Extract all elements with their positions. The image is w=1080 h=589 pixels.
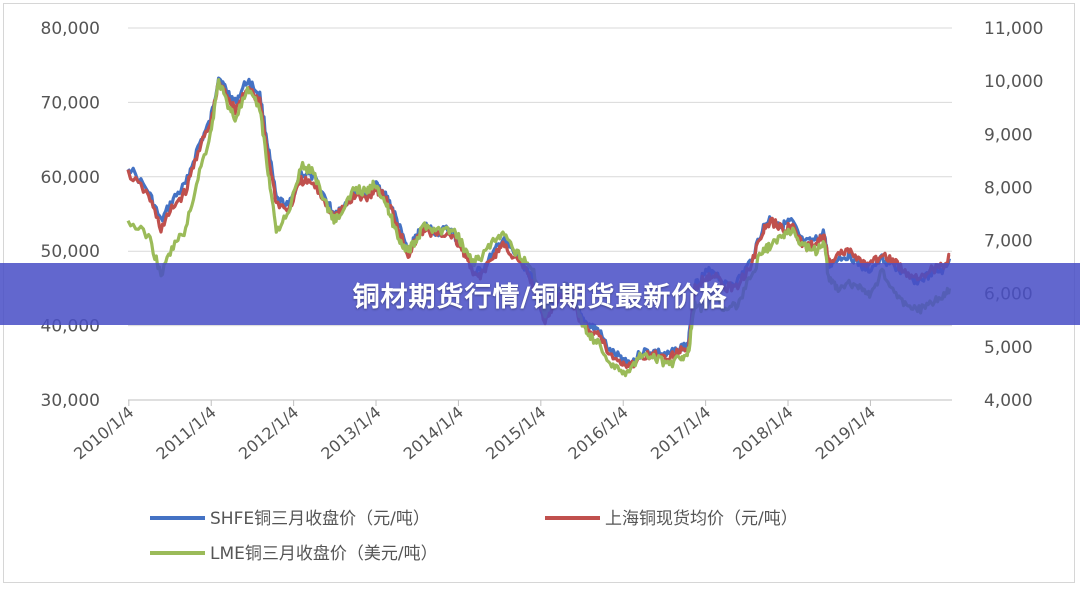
title-banner: 铜材期货行情/铜期货最新价格 xyxy=(0,263,1080,325)
right-tick-label: 9,000 xyxy=(984,125,1033,145)
right-tick-label: 7,000 xyxy=(984,232,1033,252)
legend: SHFE铜三月收盘价（元/吨） 上海铜现货均价（元/吨） LME铜三月收盘价（美元/… xyxy=(150,509,798,564)
legend-entry: 上海铜现货均价（元/吨） xyxy=(605,509,798,529)
right-tick-label: 10,000 xyxy=(984,72,1043,92)
x-tick-label: 2010/1/4 xyxy=(70,403,137,464)
right-tick-label: 8,000 xyxy=(984,178,1033,198)
right-tick-label: 5,000 xyxy=(984,338,1033,358)
legend-entry: LME铜三月收盘价（美元/吨） xyxy=(210,544,438,564)
left-tick-label: 70,000 xyxy=(41,93,100,113)
x-tick-label: 2015/1/4 xyxy=(482,403,549,464)
right-tick-label: 4,000 xyxy=(984,391,1033,411)
x-tick-label: 2017/1/4 xyxy=(647,403,714,464)
left-tick-label: 50,000 xyxy=(41,242,100,262)
x-tick-label: 2014/1/4 xyxy=(400,403,467,464)
x-axis: 2010/1/4 2011/1/4 2012/1/4 2013/1/4 2014/1/4… xyxy=(70,399,952,464)
left-tick-label: 80,000 xyxy=(41,19,100,39)
right-axis-ticks: 4,0005,0006,0007,0008,0009,00010,00011,0… xyxy=(984,19,1043,411)
x-tick-label: 2019/1/4 xyxy=(812,403,879,464)
left-tick-label: 30,000 xyxy=(41,391,100,411)
left-tick-label: 60,000 xyxy=(41,168,100,188)
series-lines xyxy=(126,76,952,378)
legend-entry: SHFE铜三月收盘价（元/吨） xyxy=(210,509,430,529)
x-tick-label: 2012/1/4 xyxy=(235,403,302,464)
right-tick-label: 11,000 xyxy=(984,19,1043,39)
banner-title: 铜材期货行情/铜期货最新价格 xyxy=(352,281,728,313)
series-line-2 xyxy=(126,77,952,378)
x-tick-label: 2013/1/4 xyxy=(317,403,384,464)
x-tick-label: 2011/1/4 xyxy=(153,403,220,464)
x-tick-label: 2016/1/4 xyxy=(565,403,632,464)
x-tick-label: 2018/1/4 xyxy=(729,403,796,464)
